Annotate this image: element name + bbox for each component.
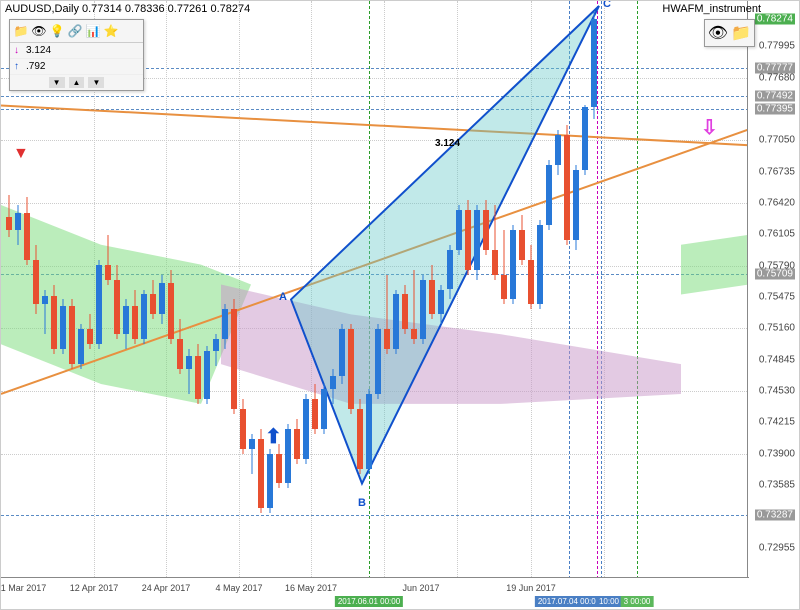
y-tick-label: 0.76105 bbox=[759, 229, 795, 240]
chart-title: AUDUSD,Daily 0.77314 0.78336 0.77261 0.7… bbox=[5, 3, 250, 15]
down-arrow-icon: ↓ bbox=[14, 45, 26, 56]
toolbar-right-panel: 👁 📁 bbox=[704, 19, 755, 47]
eye-icon[interactable]: 👁 bbox=[31, 23, 47, 39]
abc-label-c: C bbox=[603, 0, 611, 10]
toolbar-val2: .792 bbox=[26, 61, 45, 72]
y-tick-label: 0.75160 bbox=[759, 323, 795, 334]
y-axis: 0.782740.779950.777770.776800.774920.773… bbox=[747, 1, 799, 579]
toolbar-val2-row: ↑ .792 bbox=[10, 59, 143, 75]
x-tick-timestamp-box: 2017.06.01 00:00 bbox=[335, 596, 403, 607]
folder-icon[interactable]: 📁 bbox=[13, 23, 29, 39]
x-tick-label: Jun 2017 bbox=[402, 583, 439, 593]
star-icon[interactable]: ⭐ bbox=[103, 23, 119, 39]
x-tick-timestamp-box: 2017.07.04 00:00 bbox=[535, 596, 603, 607]
y-tick-label: 0.76420 bbox=[759, 197, 795, 208]
y-tick-label: 0.74530 bbox=[759, 385, 795, 396]
pattern-ratio-label: 3.124 bbox=[435, 138, 460, 149]
abc-label-a: A bbox=[279, 291, 287, 303]
red-marker-icon: ▼ bbox=[13, 145, 29, 163]
y-tick-label: 0.77680 bbox=[759, 72, 795, 83]
y-tick-label: 0.72955 bbox=[759, 542, 795, 553]
y-tick-label: 0.73287 bbox=[755, 509, 795, 520]
down-arrow-marker: ⇩ bbox=[701, 115, 718, 140]
y-tick-label: 0.74215 bbox=[759, 417, 795, 428]
x-tick-label: 19 Jun 2017 bbox=[506, 583, 556, 593]
y-tick-label: 0.75709 bbox=[755, 268, 795, 279]
x-tick-label: 4 May 2017 bbox=[215, 583, 262, 593]
y-tick-label: 0.75475 bbox=[759, 291, 795, 302]
chart-container: AUDUSD,Daily 0.77314 0.78336 0.77261 0.7… bbox=[0, 0, 800, 610]
x-tick-label: 31 Mar 2017 bbox=[0, 583, 46, 593]
y-tick-label: 0.77050 bbox=[759, 135, 795, 146]
triangle-up-button[interactable]: ▲ bbox=[69, 77, 85, 88]
x-tick-timestamp-box: 10:00 bbox=[596, 596, 622, 607]
toolbar-val1: 3.124 bbox=[26, 45, 51, 56]
triangle-down-button[interactable]: ▼ bbox=[88, 77, 104, 88]
y-tick-label: 0.73900 bbox=[759, 448, 795, 459]
up-arrow-marker: ⬆ bbox=[265, 424, 282, 449]
toolbar-left-panel: 📁 👁 💡 🔗 📊 ⭐ ↓ 3.124 ↑ .792 ▼ ▲ ▼ bbox=[9, 19, 144, 91]
x-tick-label: 24 Apr 2017 bbox=[142, 583, 191, 593]
chart-icon[interactable]: 📊 bbox=[85, 23, 101, 39]
toolbar-left-icons: 📁 👁 💡 🔗 📊 ⭐ bbox=[10, 20, 143, 43]
y-tick-label: 0.76735 bbox=[759, 166, 795, 177]
link-icon[interactable]: 🔗 bbox=[67, 23, 83, 39]
y-tick-label: 0.73585 bbox=[759, 479, 795, 490]
x-tick-label: 12 Apr 2017 bbox=[70, 583, 119, 593]
bulb-icon[interactable]: 💡 bbox=[49, 23, 65, 39]
y-tick-label: 0.77395 bbox=[755, 103, 795, 114]
y-tick-label: 0.77492 bbox=[755, 91, 795, 102]
indicator-name: HWAFM_instrument bbox=[662, 3, 761, 15]
triangle-down-icon[interactable]: ▼ bbox=[49, 77, 65, 88]
x-tick-timestamp-box: 3 00:00 bbox=[621, 596, 654, 607]
y-tick-label: 0.77995 bbox=[759, 41, 795, 52]
eye-icon[interactable]: 👁 bbox=[708, 23, 728, 43]
x-axis: 31 Mar 2017 12 Apr 2017 24 Apr 2017 4 May 2… bbox=[1, 577, 749, 609]
folder-icon[interactable]: 📁 bbox=[731, 23, 751, 43]
x-tick-label: 16 May 2017 bbox=[285, 583, 337, 593]
abc-label-b: B bbox=[358, 497, 366, 509]
up-arrow-icon: ↑ bbox=[14, 61, 26, 72]
y-tick-label: 0.74845 bbox=[759, 354, 795, 365]
toolbar-val1-row: ↓ 3.124 bbox=[10, 43, 143, 59]
toolbar-bottom-buttons: ▼ ▲ ▼ bbox=[10, 75, 143, 90]
